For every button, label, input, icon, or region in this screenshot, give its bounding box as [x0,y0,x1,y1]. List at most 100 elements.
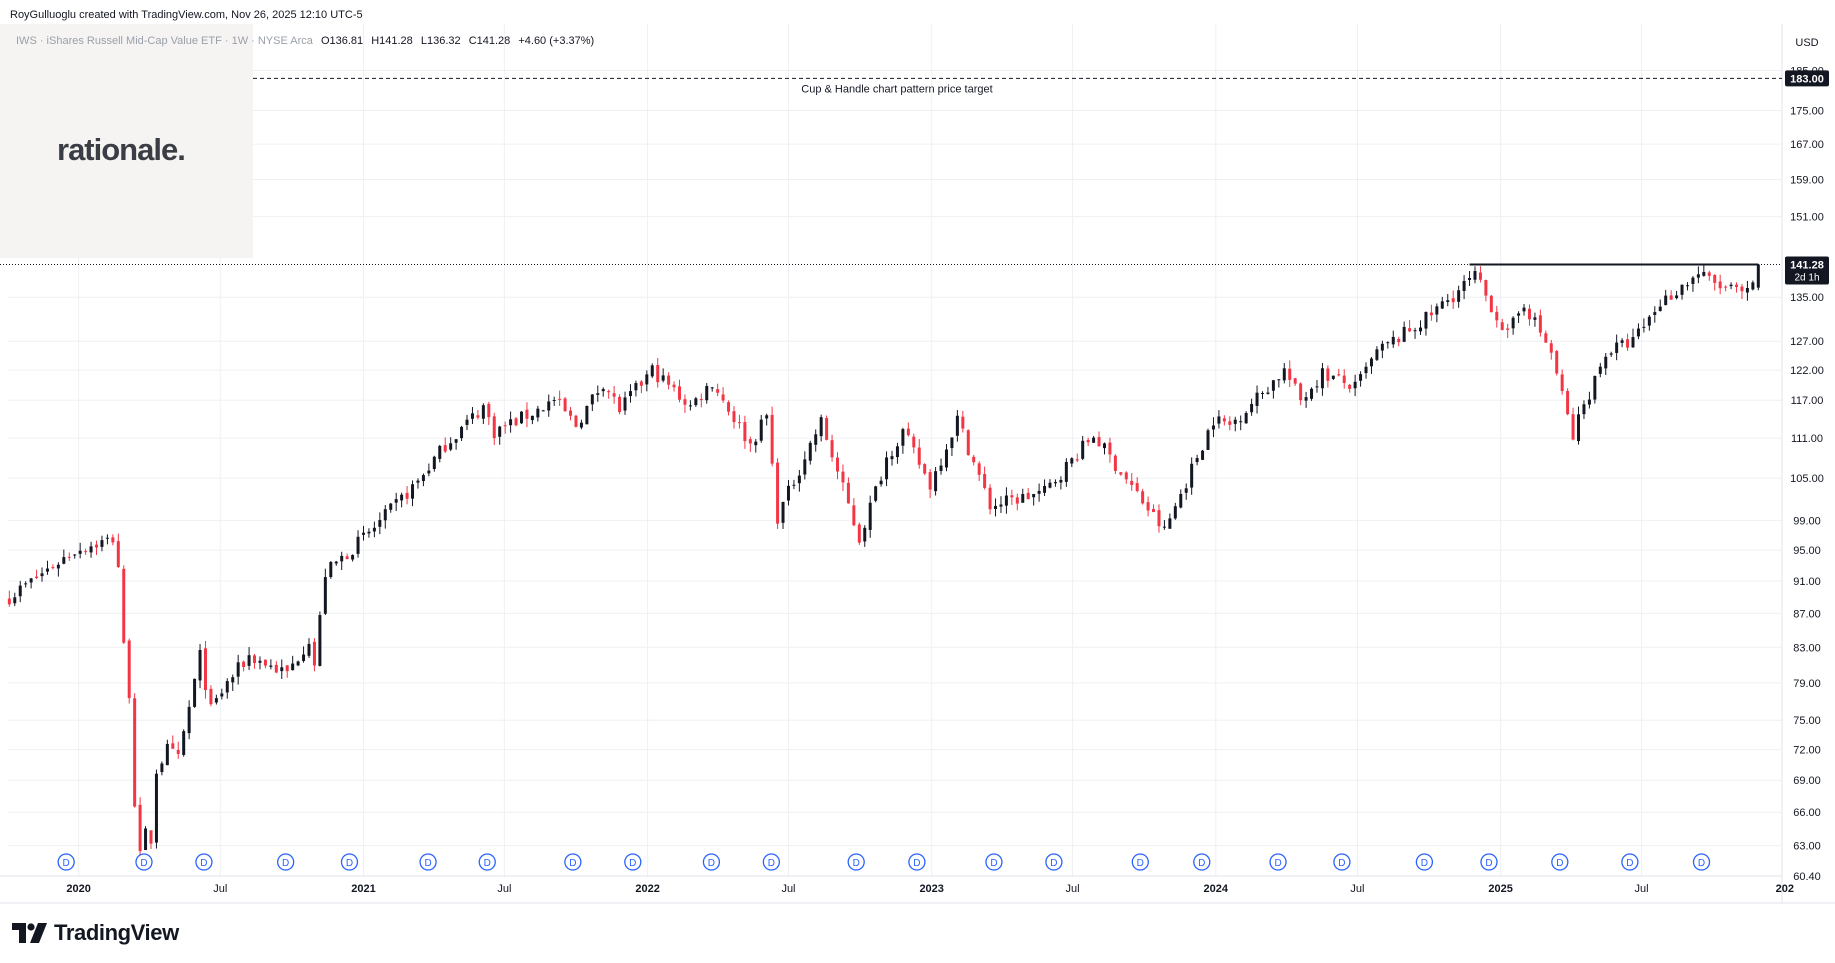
candle-body [1244,412,1248,424]
candle-body [923,464,927,474]
candle [966,429,970,456]
candle-body [1636,328,1640,337]
candle-body [460,426,464,439]
candle-body [563,398,567,412]
candle [983,466,987,490]
candle-body [547,401,551,411]
dividend-marker[interactable]: D [1415,853,1434,871]
candle [1680,284,1684,300]
dividend-marker[interactable]: D [564,853,582,871]
candle-body [1021,493,1025,503]
candle [650,363,654,379]
dividend-marker[interactable]: D [985,853,1003,871]
candle [863,525,867,547]
dividend-marker[interactable]: D [624,853,642,871]
candle-body [1119,472,1123,475]
candle-body [519,411,523,424]
dividend-marker[interactable]: D [1692,853,1711,871]
candle [672,381,676,392]
dividend-marker[interactable]: D [340,853,359,871]
dividend-marker[interactable]: D [1131,853,1149,871]
candle-body [928,472,932,490]
candle [634,380,638,397]
candle [1435,303,1439,323]
candle-body [1320,368,1324,389]
dividend-marker[interactable]: D [1621,853,1639,871]
candle-body [29,578,33,583]
x-tick-label: Jul [1350,883,1364,895]
dividend-marker[interactable]: D [1269,853,1287,871]
candle [1642,318,1646,333]
candle [694,396,698,407]
dividend-marker[interactable]: D [57,853,75,871]
dividend-marker[interactable]: D [478,853,496,871]
candle-body [231,677,235,683]
candle-body [1756,264,1760,288]
candle-body [645,374,649,385]
tradingview-brand[interactable]: TradingView [12,920,179,946]
candle-body [1500,322,1504,330]
candle [24,581,28,588]
candle-body [503,425,507,427]
candle-body [1560,374,1564,392]
candle-body [263,659,267,666]
dividend-marker[interactable]: D [762,853,781,871]
candle-body [1266,392,1270,394]
candle-body [1424,311,1428,329]
candle [1021,488,1025,503]
candle [1075,453,1079,463]
candle [1015,493,1019,511]
candle-body [623,397,627,411]
dividend-marker[interactable]: D [195,853,213,871]
dividend-marker[interactable]: D [847,853,865,871]
candle [1053,479,1057,487]
candle-body [1222,418,1226,422]
dividend-marker[interactable]: D [1551,853,1569,871]
dividend-marker[interactable]: D [135,853,153,871]
candle-body [710,387,714,389]
candle-body [1255,392,1259,406]
dividend-marker[interactable]: D [702,853,721,871]
candle-body [1124,472,1128,480]
candle [977,461,981,481]
candle [754,439,758,453]
candle [203,640,207,699]
dividend-marker[interactable]: D [1045,853,1063,871]
candle-body [1184,488,1188,493]
candle [814,429,818,452]
candle-body [165,743,169,766]
y-tick-label: 87.00 [1793,608,1821,620]
candle [830,434,834,462]
candle [1544,330,1548,343]
candle-body [100,540,104,547]
candle [236,654,240,685]
candle-body [765,415,769,419]
dividend-marker[interactable]: D [1480,853,1498,871]
candle-body [73,554,77,556]
candle [1685,282,1689,291]
candle [748,436,752,453]
candle-body [329,562,333,578]
candle-body [258,660,262,663]
dividend-marker[interactable]: D [1333,853,1351,871]
candle-body [56,564,60,569]
dividend-marker-label: D [63,858,70,869]
dividend-marker[interactable]: D [277,853,295,871]
candle-body [585,405,589,425]
candle-body [1211,425,1215,430]
dividend-marker-label: D [1556,858,1563,869]
dividend-marker[interactable]: D [1193,853,1211,871]
dividend-marker[interactable]: D [419,853,437,871]
candle-body [122,568,126,643]
dividend-marker[interactable]: D [908,853,926,871]
candle-body [1337,374,1341,376]
candle [1162,520,1166,530]
candle [1511,316,1515,335]
symbol-name[interactable]: IWS · iShares Russell Mid-Cap Value ETF … [16,35,313,47]
candle-body [176,750,180,754]
candle [1397,337,1401,347]
candle-body [786,485,790,501]
candle-body [1233,419,1237,424]
